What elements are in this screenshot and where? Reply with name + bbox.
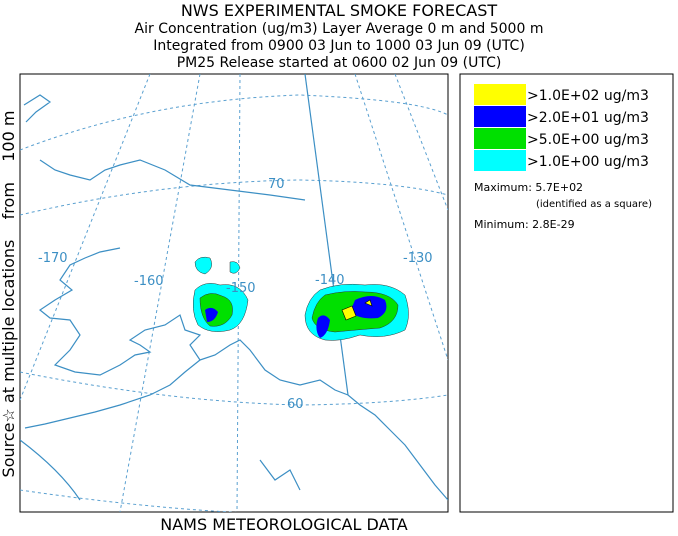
title: NWS EXPERIMENTAL SMOKE FORECAST bbox=[181, 1, 498, 20]
legend-minimum: Minimum: 2.8E-29 bbox=[474, 218, 575, 231]
graticule bbox=[20, 371, 448, 406]
coastline bbox=[24, 359, 201, 429]
map-label: -160 bbox=[134, 274, 164, 289]
legend-frame bbox=[459, 73, 674, 513]
graticule bbox=[20, 74, 151, 401]
graticule bbox=[20, 179, 448, 216]
legend: Maximum: 5.7E+02 (identified as a square… bbox=[459, 73, 674, 513]
legend-swatch bbox=[474, 84, 526, 105]
map-label: 60 bbox=[287, 397, 304, 412]
legend-note: (identified as a square) bbox=[536, 199, 652, 210]
graticule bbox=[119, 74, 201, 512]
map: -170 -160 -150 -140 -130 70 60 bbox=[19, 73, 449, 513]
legend-label: >1.0E+00 ug/m3 bbox=[527, 154, 649, 170]
graticule bbox=[354, 74, 448, 361]
graticule bbox=[20, 489, 238, 512]
subtitle: Air Concentration (ug/m3) Layer Average … bbox=[135, 21, 544, 37]
legend-label: >1.0E+02 ug/m3 bbox=[527, 88, 649, 104]
subtitle: Integrated from 0900 03 Jun to 1000 03 J… bbox=[153, 38, 525, 54]
coastline bbox=[23, 94, 448, 501]
smoke bbox=[192, 256, 409, 341]
map-label: 70 bbox=[268, 177, 285, 192]
legend-label: >5.0E+00 ug/m3 bbox=[527, 132, 649, 148]
legend-maximum: Maximum: 5.7E+02 bbox=[474, 181, 583, 194]
map-label: -140 bbox=[315, 273, 345, 288]
subtitle: PM25 Release started at 0600 02 Jun 09 (… bbox=[177, 55, 502, 71]
legend-swatch bbox=[474, 150, 526, 171]
graticule bbox=[236, 74, 241, 512]
footer: NAMS METEOROLOGICAL DATA bbox=[160, 515, 408, 532]
map-label: -130 bbox=[403, 251, 433, 266]
coastline bbox=[20, 439, 301, 501]
map-label: -150 bbox=[226, 281, 256, 296]
legend-swatch bbox=[474, 128, 526, 149]
legend-swatch bbox=[474, 106, 526, 127]
graticule bbox=[394, 74, 448, 211]
side-label: Source☆ at multiple locations from 100 m bbox=[0, 111, 18, 478]
map-label: -170 bbox=[38, 251, 68, 266]
legend-label: >2.0E+01 ug/m3 bbox=[527, 110, 649, 126]
graticule bbox=[20, 94, 448, 151]
border bbox=[304, 74, 349, 396]
